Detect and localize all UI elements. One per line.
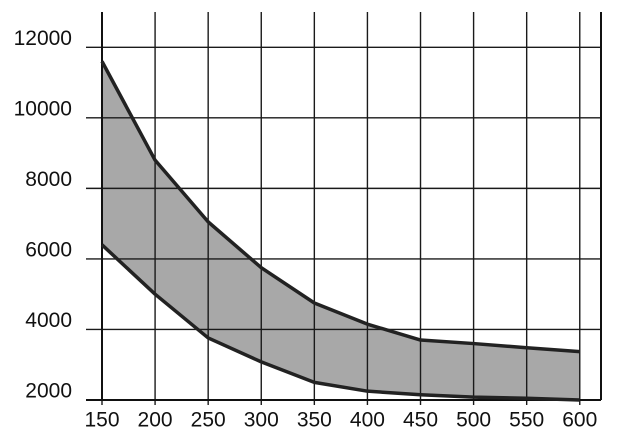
range-line xyxy=(100,243,580,402)
x-tick-label: 200 xyxy=(138,409,173,432)
y-tick-label: 2000 xyxy=(25,380,72,403)
x-tick-label: 450 xyxy=(403,409,438,432)
y-tick-label: 12000 xyxy=(14,27,72,50)
y-tick-label: 8000 xyxy=(25,168,72,191)
y-tick-label: 10000 xyxy=(14,97,72,120)
x-tick-label: 400 xyxy=(350,409,385,432)
y-tick-label: 6000 xyxy=(25,238,72,261)
x-tick-label: 150 xyxy=(84,409,119,432)
x-tick-label: 600 xyxy=(562,409,597,432)
x-tick-label: 500 xyxy=(456,409,491,432)
x-tick-label: 550 xyxy=(509,409,544,432)
y-tick-label: 4000 xyxy=(25,309,72,332)
x-tick-label: 250 xyxy=(191,409,226,432)
band-fill xyxy=(102,61,580,401)
x-tick-label: 350 xyxy=(297,409,332,432)
x-tick-label: 300 xyxy=(244,409,279,432)
range-line xyxy=(100,60,580,354)
